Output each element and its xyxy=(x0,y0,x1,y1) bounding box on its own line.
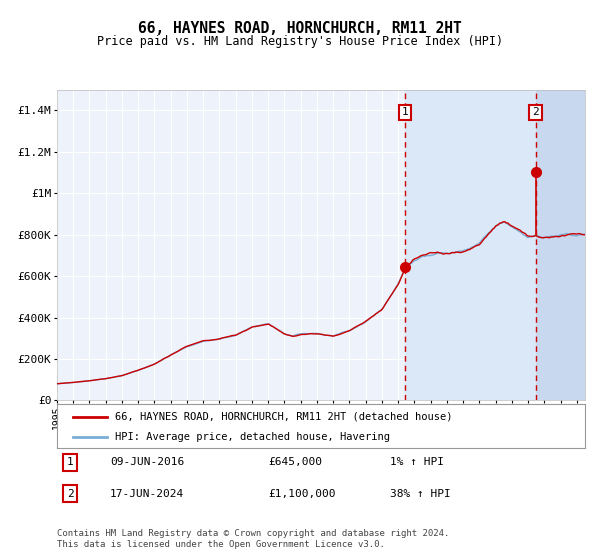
Text: 1% ↑ HPI: 1% ↑ HPI xyxy=(389,457,443,467)
Text: 17-JUN-2024: 17-JUN-2024 xyxy=(110,488,184,498)
Text: £1,100,000: £1,100,000 xyxy=(268,488,336,498)
Text: 1: 1 xyxy=(402,108,409,118)
Text: Contains HM Land Registry data © Crown copyright and database right 2024.
This d: Contains HM Land Registry data © Crown c… xyxy=(57,529,449,549)
Text: 38% ↑ HPI: 38% ↑ HPI xyxy=(389,488,451,498)
Text: Price paid vs. HM Land Registry's House Price Index (HPI): Price paid vs. HM Land Registry's House … xyxy=(97,35,503,48)
Text: 2: 2 xyxy=(67,488,74,498)
Bar xyxy=(536,90,585,400)
Text: 66, HAYNES ROAD, HORNCHURCH, RM11 2HT (detached house): 66, HAYNES ROAD, HORNCHURCH, RM11 2HT (d… xyxy=(115,412,452,422)
Text: 09-JUN-2016: 09-JUN-2016 xyxy=(110,457,184,467)
Bar xyxy=(406,90,536,400)
Text: 66, HAYNES ROAD, HORNCHURCH, RM11 2HT: 66, HAYNES ROAD, HORNCHURCH, RM11 2HT xyxy=(138,21,462,36)
Text: 2: 2 xyxy=(532,108,539,118)
Text: HPI: Average price, detached house, Havering: HPI: Average price, detached house, Have… xyxy=(115,432,390,442)
Text: £645,000: £645,000 xyxy=(268,457,322,467)
Text: 1: 1 xyxy=(67,457,74,467)
